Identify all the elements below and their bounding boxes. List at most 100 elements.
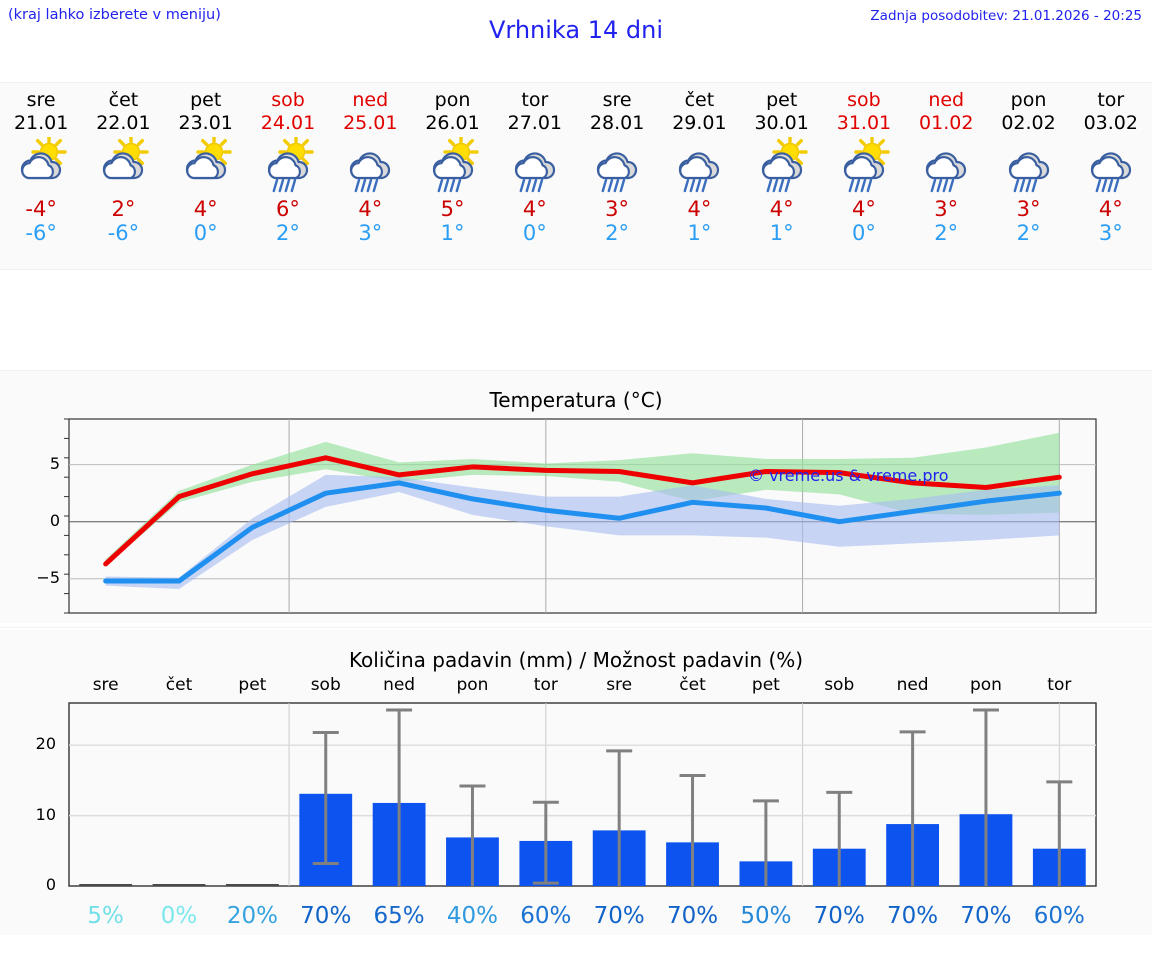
precipitation-probability: 5% bbox=[87, 903, 124, 929]
sun-cloud-icon bbox=[103, 137, 150, 180]
day-column[interactable]: pon 26.01 5° 1° bbox=[411, 83, 493, 269]
precipitation-y-axis-label: 20 bbox=[35, 734, 56, 754]
precipitation-probability: 50% bbox=[740, 903, 792, 929]
temperature-chart bbox=[64, 418, 1097, 614]
sun-cloud-rain-icon bbox=[761, 137, 808, 193]
day-name: sob bbox=[271, 89, 305, 111]
day-name: sre bbox=[26, 89, 56, 111]
day-date: 28.01 bbox=[589, 112, 645, 134]
temperature-y-axis-label: 5 bbox=[49, 453, 60, 473]
day-column[interactable]: ned 25.01 4° 3° bbox=[329, 83, 411, 269]
weather-icon-wrapper bbox=[502, 137, 568, 193]
day-column[interactable]: sob 24.01 6° 2° bbox=[247, 83, 329, 269]
day-column[interactable]: tor 27.01 4° 0° bbox=[494, 83, 576, 269]
precipitation-probability: 70% bbox=[887, 903, 939, 929]
menu-hint-text: (kraj lahko izberete v meniju) bbox=[8, 7, 221, 23]
cloud-rain-icon bbox=[679, 152, 720, 193]
watermark-text: © vreme.us & vreme.pro bbox=[748, 466, 949, 485]
day-date: 22.01 bbox=[96, 112, 151, 134]
day-column[interactable]: pet 30.01 4° 1° bbox=[741, 83, 823, 269]
sun-cloud-rain-icon bbox=[432, 137, 479, 193]
cloud-rain-icon bbox=[1090, 152, 1131, 193]
day-column[interactable]: sob 31.01 4° 0° bbox=[823, 83, 905, 269]
temperature-max: 4° bbox=[769, 197, 794, 221]
temperature-max: 4° bbox=[687, 197, 712, 221]
temperature-min: 3° bbox=[358, 221, 383, 245]
day-column[interactable]: čet 22.01 2° -6° bbox=[82, 83, 164, 269]
precipitation-probability: 0% bbox=[160, 903, 198, 929]
day-name: pet bbox=[190, 89, 222, 111]
precipitation-probability: 20% bbox=[226, 903, 278, 929]
section-divider-precipitation bbox=[0, 627, 1152, 628]
page-header: (kraj lahko izberete v meniju) Vrhnika 1… bbox=[0, 0, 1152, 82]
last-updated-text: Zadnja posodobitev: 21.01.2026 - 20:25 bbox=[870, 8, 1142, 24]
day-column[interactable]: pon 02.02 3° 2° bbox=[987, 83, 1069, 269]
weather-icon-wrapper bbox=[913, 137, 979, 193]
day-column[interactable]: sre 21.01 -4° -6° bbox=[0, 83, 82, 269]
weather-icon-wrapper bbox=[749, 137, 815, 193]
precipitation-probability: 70% bbox=[300, 903, 352, 929]
precipitation-day-label: čet bbox=[679, 675, 706, 695]
cloud-rain-icon bbox=[926, 152, 967, 193]
temperature-max: 4° bbox=[193, 197, 218, 221]
sun-cloud-rain-icon bbox=[843, 137, 890, 193]
temperature-y-axis-label: −5 bbox=[36, 567, 60, 587]
day-column[interactable]: pet 23.01 4° 0° bbox=[165, 83, 247, 269]
weather-icon-wrapper bbox=[420, 137, 486, 193]
precipitation-day-label: pet bbox=[238, 675, 267, 695]
temperature-min: 1° bbox=[440, 221, 465, 245]
precipitation-day-label: pet bbox=[751, 675, 780, 695]
weather-icon-wrapper bbox=[1078, 137, 1144, 193]
precipitation-day-label: tor bbox=[533, 675, 558, 695]
precipitation-day-label: sob bbox=[824, 675, 855, 695]
temperature-min: 0° bbox=[193, 221, 218, 245]
precipitation-y-axis-label: 10 bbox=[35, 804, 56, 824]
temperature-min: 2° bbox=[276, 221, 300, 245]
day-name: sob bbox=[847, 89, 881, 111]
weather-icon-wrapper bbox=[996, 137, 1062, 193]
weather-icon-wrapper bbox=[90, 137, 156, 193]
day-date: 02.02 bbox=[1001, 112, 1056, 134]
temperature-max: 2° bbox=[111, 197, 136, 221]
temperature-max: -4° bbox=[25, 197, 57, 221]
day-name: pet bbox=[766, 89, 798, 111]
precipitation-day-label: sob bbox=[310, 675, 341, 695]
weather-icon-wrapper bbox=[337, 137, 403, 193]
temperature-max: 4° bbox=[358, 197, 383, 221]
section-divider-temperature bbox=[0, 370, 1152, 371]
day-name: tor bbox=[521, 89, 549, 111]
precipitation-probability: 70% bbox=[960, 903, 1012, 929]
weather-icon-wrapper bbox=[584, 137, 650, 193]
precipitation-probability: 40% bbox=[446, 903, 499, 929]
precipitation-chart-title: Količina padavin (mm) / Možnost padavin … bbox=[348, 648, 804, 672]
temperature-min: 3° bbox=[1098, 221, 1123, 245]
precipitation-probability: 60% bbox=[1033, 903, 1085, 929]
temperature-y-axis-label: 0 bbox=[49, 510, 60, 530]
precipitation-day-label: pon bbox=[969, 675, 1002, 695]
precipitation-day-label: ned bbox=[383, 675, 416, 695]
precipitation-day-label: sre bbox=[606, 675, 633, 695]
day-column[interactable]: čet 29.01 4° 1° bbox=[658, 83, 740, 269]
day-date: 27.01 bbox=[507, 112, 563, 134]
temperature-min: 0° bbox=[522, 221, 547, 245]
day-date: 30.01 bbox=[754, 112, 809, 134]
day-column[interactable]: tor 03.02 4° 3° bbox=[1070, 83, 1152, 269]
temperature-min: 2° bbox=[1016, 221, 1041, 245]
temperature-min: 0° bbox=[852, 221, 876, 245]
day-column[interactable]: ned 01.02 3° 2° bbox=[905, 83, 987, 269]
sun-cloud-icon bbox=[185, 137, 232, 180]
weather-icon-wrapper bbox=[666, 137, 732, 193]
day-name: ned bbox=[928, 89, 965, 111]
weather-icon-wrapper bbox=[255, 137, 321, 193]
day-name: ned bbox=[352, 89, 389, 111]
temperature-max: 4° bbox=[522, 197, 547, 221]
temperature-min: -6° bbox=[25, 221, 57, 245]
temperature-max: 5° bbox=[440, 197, 465, 221]
precipitation-day-label: čet bbox=[165, 675, 193, 695]
cloud-rain-icon bbox=[350, 152, 391, 193]
temperature-min: -6° bbox=[107, 221, 140, 245]
day-column[interactable]: sre 28.01 3° 2° bbox=[576, 83, 658, 269]
temperature-max: 4° bbox=[852, 197, 876, 221]
day-date: 03.02 bbox=[1083, 112, 1138, 134]
